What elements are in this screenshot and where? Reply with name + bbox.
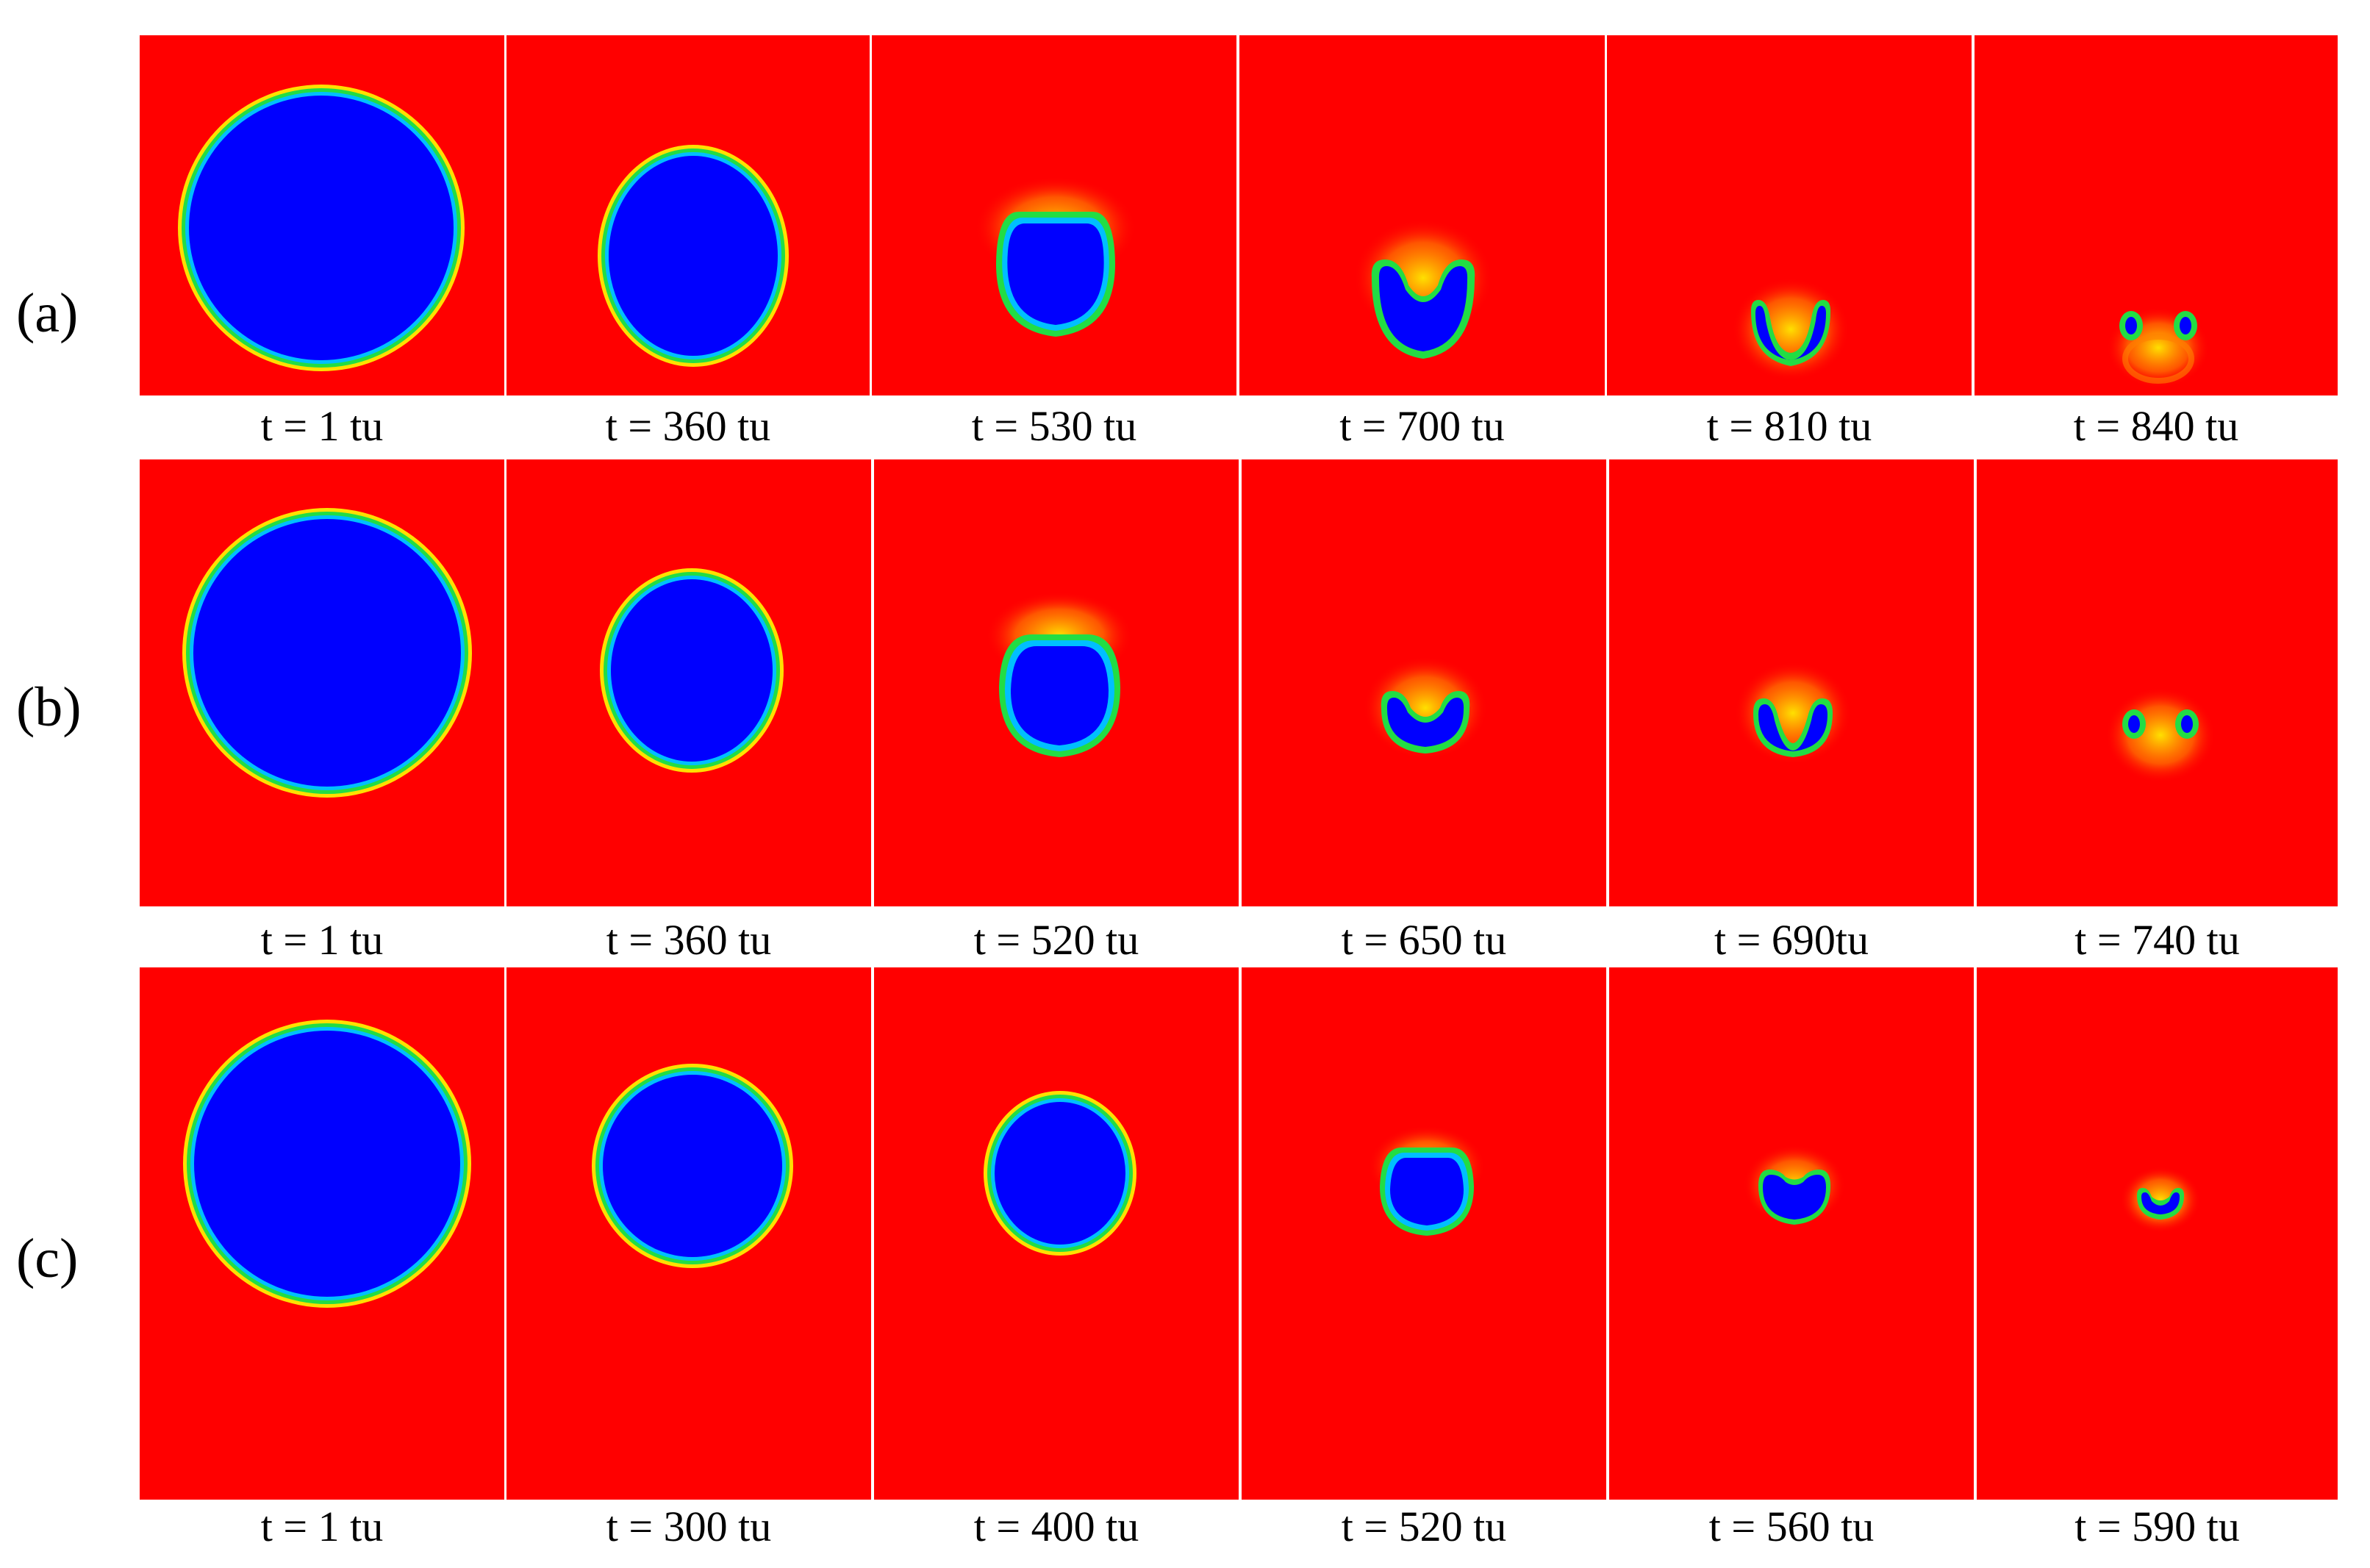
panel-b-1 (140, 459, 504, 906)
panel-b-4 (1242, 459, 1606, 906)
caption-c-2: t = 300 tu (606, 1503, 772, 1550)
caption-a-6: t = 840 tu (2073, 402, 2239, 450)
caption-a-5: t = 810 tu (1706, 402, 1872, 450)
panel-a-6 (1975, 35, 2338, 395)
caption-a-3: t = 530 tu (971, 402, 1137, 450)
caption-b-5: t = 690tu (1714, 916, 1869, 964)
caption-a-1: t = 1 tu (260, 402, 384, 450)
caption-b-2: t = 360 tu (606, 916, 772, 964)
panel-a-4 (1239, 35, 1605, 395)
caption-a-2: t = 360 tu (605, 402, 771, 450)
panel-a-2 (506, 35, 870, 395)
row-label-c: (c) (16, 1228, 79, 1289)
caption-b-1: t = 1 tu (260, 916, 384, 964)
caption-c-3: t = 400 tu (973, 1503, 1139, 1550)
row-label-b: (b) (16, 676, 82, 738)
caption-b-4: t = 650 tu (1341, 916, 1507, 964)
panel-c-2 (506, 967, 871, 1500)
panel-b-3 (874, 459, 1239, 906)
panel-c-4 (1242, 967, 1606, 1500)
caption-c-5: t = 560 tu (1708, 1503, 1875, 1550)
panel-a-1 (140, 35, 504, 395)
caption-a-4: t = 700 tu (1339, 402, 1505, 450)
caption-b-3: t = 520 tu (973, 916, 1139, 964)
panel-a-3 (872, 35, 1236, 395)
row-label-a: (a) (16, 282, 79, 344)
caption-c-4: t = 520 tu (1341, 1503, 1507, 1550)
panel-b-5 (1609, 459, 1974, 906)
caption-b-6: t = 740 tu (2074, 916, 2240, 964)
panel-c-6 (1977, 967, 2338, 1500)
caption-c-6: t = 590 tu (2074, 1503, 2240, 1550)
panel-b-2 (506, 459, 871, 906)
caption-c-1: t = 1 tu (260, 1503, 384, 1550)
panel-c-5 (1609, 967, 1974, 1500)
panel-c-3 (874, 967, 1239, 1500)
panel-c-1 (140, 967, 504, 1500)
panel-b-6 (1977, 459, 2338, 906)
panel-a-5 (1607, 35, 1972, 395)
